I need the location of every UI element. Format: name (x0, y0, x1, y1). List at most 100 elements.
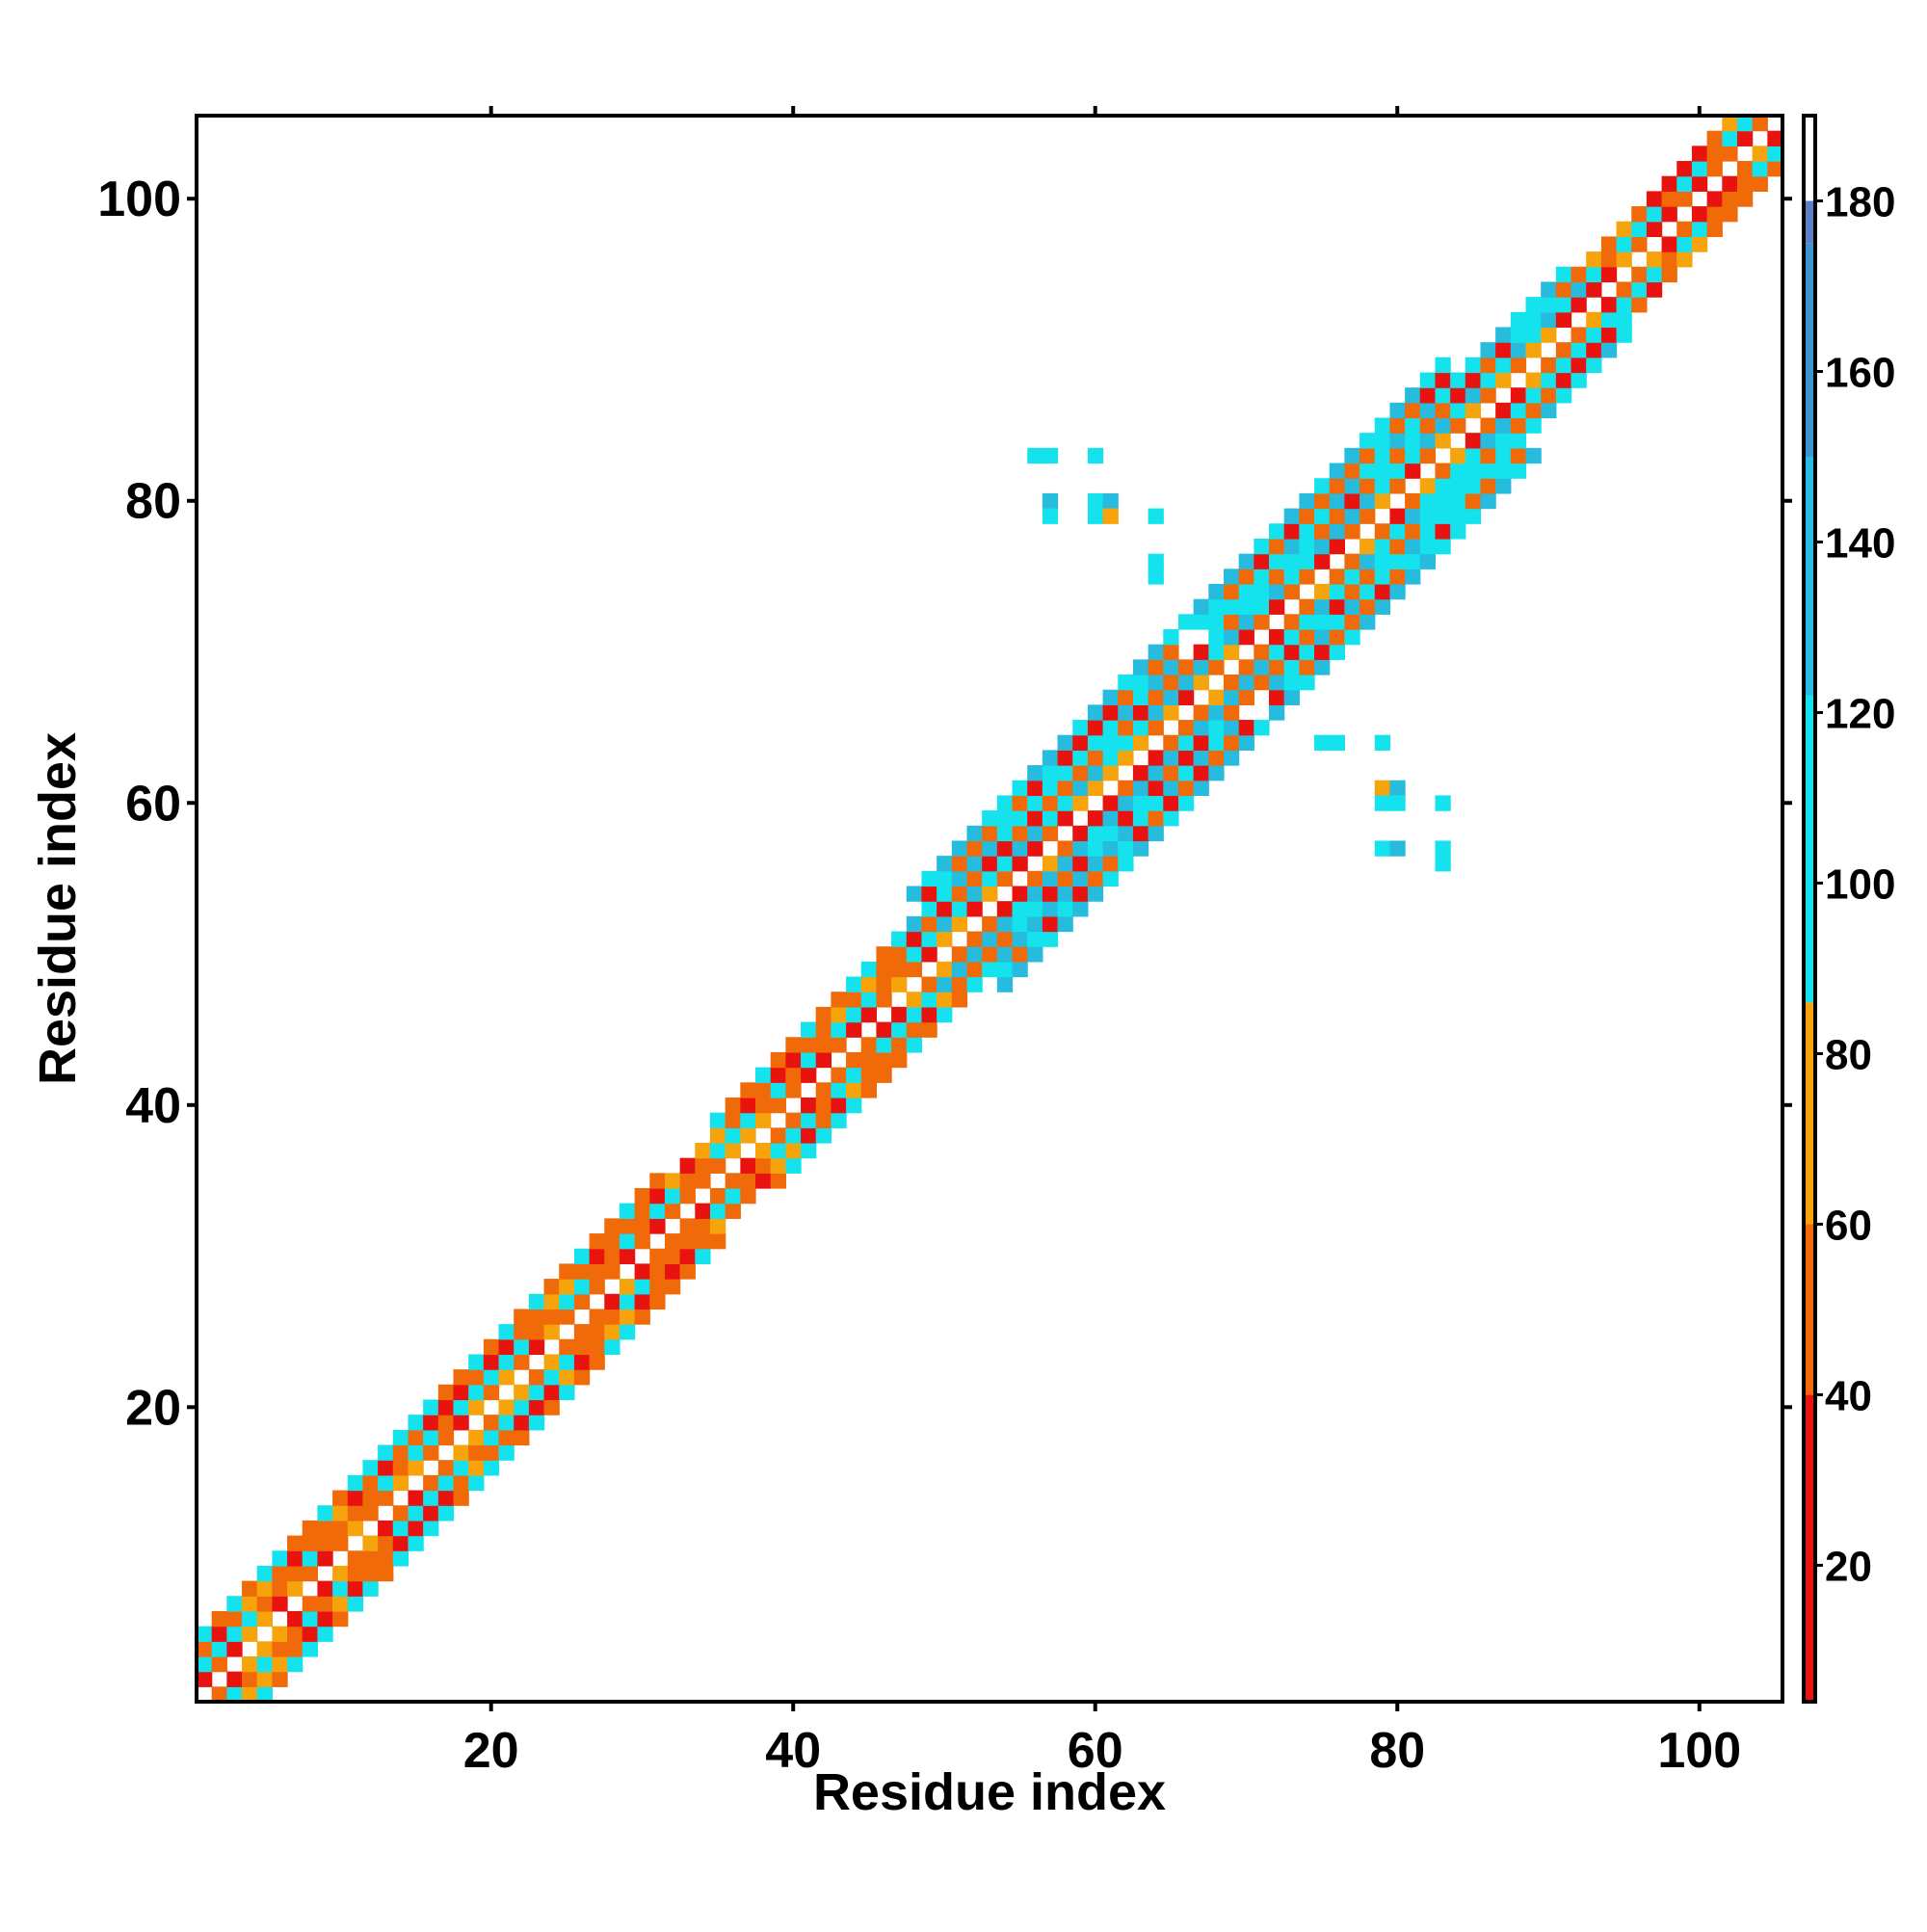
heatmap-cell (1389, 447, 1406, 464)
heatmap-cell (1752, 116, 1768, 132)
heatmap-cell (272, 1641, 288, 1657)
heatmap-cell (573, 1369, 591, 1386)
heatmap-cell (1359, 508, 1376, 524)
heatmap-cell (408, 1444, 424, 1461)
heatmap-cell (1480, 447, 1496, 464)
heatmap-cell (649, 1188, 666, 1204)
colorbar-segment (1804, 200, 1815, 244)
heatmap-cell (1374, 780, 1391, 797)
heatmap-cell (1435, 795, 1451, 811)
heatmap-cell (891, 1051, 908, 1069)
heatmap-cell (1616, 297, 1632, 313)
heatmap-cell (468, 1384, 485, 1401)
heatmap-cell (1148, 810, 1164, 827)
heatmap-cell (1646, 221, 1663, 238)
heatmap-cell (1208, 750, 1225, 766)
heatmap-cell (1586, 281, 1602, 298)
heatmap-cell (1450, 402, 1466, 419)
heatmap-cell (1329, 538, 1345, 555)
heatmap-cell (770, 1173, 786, 1189)
heatmap-cell (1329, 492, 1345, 510)
heatmap-cell (937, 870, 953, 887)
heatmap-cell (679, 1248, 696, 1264)
heatmap-cell (831, 1021, 847, 1038)
heatmap-cell (1102, 689, 1119, 705)
heatmap-cell (1238, 675, 1254, 691)
heatmap-cell (951, 961, 968, 978)
heatmap-cell (1087, 870, 1104, 887)
heatmap-cell (604, 1263, 620, 1280)
heatmap-cell (1223, 628, 1240, 646)
heatmap-cell (801, 1067, 817, 1083)
heatmap-cell (1269, 538, 1285, 555)
heatmap-cell (1495, 417, 1512, 434)
heatmap-cell (1525, 372, 1542, 388)
heatmap-cell (1163, 704, 1179, 721)
heatmap-cell (921, 915, 937, 933)
heatmap-cell (1238, 734, 1254, 751)
heatmap-cell (725, 1173, 741, 1189)
heatmap-cell (1465, 463, 1482, 479)
heatmap-cell (1193, 598, 1209, 615)
heatmap-cell (1042, 750, 1059, 766)
y-tick-label: 100 (97, 172, 181, 227)
heatmap-cell (453, 1460, 469, 1476)
heatmap-cell (937, 931, 953, 947)
heatmap-cell (347, 1520, 364, 1537)
heatmap-cell (1027, 915, 1043, 933)
heatmap-cell (1752, 175, 1768, 192)
heatmap-cell (498, 1338, 515, 1356)
heatmap-cell (649, 1248, 666, 1264)
heatmap-cell (1118, 780, 1134, 797)
heatmap-cell (1057, 856, 1073, 872)
x-tick-label: 60 (1068, 1723, 1123, 1779)
heatmap-cell (1269, 628, 1285, 646)
heatmap-cell (1314, 628, 1331, 646)
heatmap-cell (785, 1112, 802, 1128)
heatmap-cell (1132, 689, 1149, 705)
heatmap-cell (1057, 765, 1073, 781)
heatmap-cell (528, 1415, 545, 1431)
heatmap-cell (528, 1338, 545, 1356)
heatmap-cell (1359, 447, 1376, 464)
heatmap-cell (559, 1338, 575, 1356)
heatmap-cell (1555, 311, 1572, 329)
heatmap-cell (1329, 734, 1345, 751)
heatmap-cell (1177, 795, 1195, 811)
heatmap-cell (891, 1021, 908, 1038)
heatmap-cell (392, 1444, 409, 1461)
heatmap-cell (1465, 492, 1482, 510)
heatmap-cell (1163, 689, 1179, 705)
heatmap-cell (1269, 675, 1285, 691)
heatmap-cell (1012, 901, 1028, 917)
heatmap-cell (996, 946, 1014, 963)
heatmap-cell (1148, 675, 1164, 691)
heatmap-cell (876, 961, 892, 978)
heatmap-cell (1405, 387, 1421, 404)
heatmap-cell (770, 1067, 786, 1083)
heatmap-cell (226, 1641, 243, 1657)
heatmap-cell (483, 1429, 500, 1446)
heatmap-cell (770, 1127, 786, 1144)
heatmap-cell (1555, 372, 1572, 388)
heatmap-cell (317, 1610, 333, 1628)
heatmap-cell (1510, 311, 1527, 329)
heatmap-cell (1435, 478, 1451, 494)
heatmap-cell (1223, 750, 1240, 766)
heatmap-cell (378, 1550, 394, 1567)
heatmap-cell (846, 1006, 862, 1023)
heatmap-cell (1389, 583, 1406, 600)
heatmap-cell (1435, 840, 1451, 857)
heatmap-cell (1661, 236, 1677, 252)
heatmap-cell (1269, 689, 1285, 705)
heatmap-cell (1691, 206, 1708, 223)
heatmap-cell (1435, 402, 1451, 419)
heatmap-cell (1269, 569, 1285, 585)
heatmap-cell (1525, 311, 1542, 329)
heatmap-cell (1299, 628, 1315, 646)
heatmap-cell (1405, 402, 1421, 419)
heatmap-cell (1541, 281, 1557, 298)
heatmap-cell (1057, 886, 1073, 902)
heatmap-cell (543, 1369, 560, 1386)
heatmap-cell (437, 1415, 455, 1431)
